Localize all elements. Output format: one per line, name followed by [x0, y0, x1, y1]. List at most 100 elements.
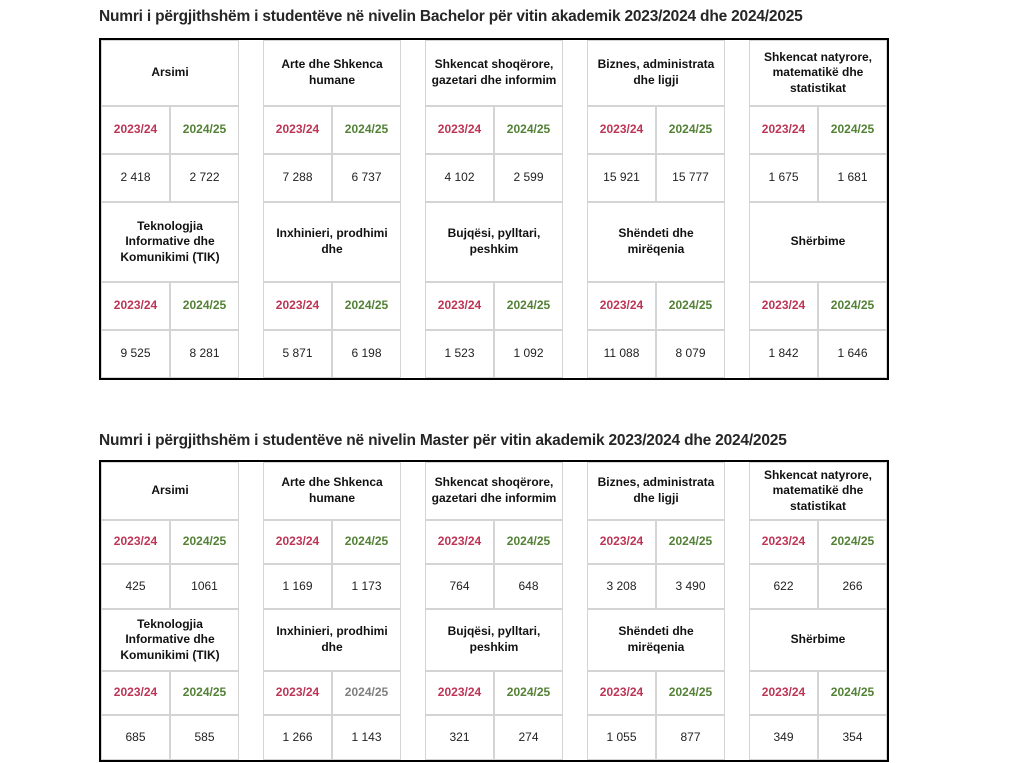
year-cell: 2024/25 [494, 282, 563, 330]
value-cell: 1 092 [494, 330, 563, 378]
category-cell: Arte dhe Shkenca humane [263, 462, 401, 520]
year-cell: 2024/25 [332, 671, 401, 715]
year-cell: 2024/25 [818, 671, 887, 715]
year-cell: 2024/25 [818, 520, 887, 564]
year-cell: 2024/25 [494, 106, 563, 154]
column-gap [563, 671, 587, 715]
year-cell: 2024/25 [656, 106, 725, 154]
column-gap [239, 154, 263, 202]
year-cell: 2023/24 [263, 106, 332, 154]
value-cell: 1 266 [263, 715, 332, 760]
value-cell: 1 055 [587, 715, 656, 760]
value-cell: 321 [425, 715, 494, 760]
year-cell: 2024/25 [332, 106, 401, 154]
year-cell: 2023/24 [587, 520, 656, 564]
column-gap [563, 462, 587, 520]
year-cell: 2023/24 [101, 520, 170, 564]
year-cell: 2024/25 [332, 520, 401, 564]
column-gap [239, 520, 263, 564]
column-gap [563, 330, 587, 378]
value-cell: 3 208 [587, 564, 656, 609]
value-cell: 1 675 [749, 154, 818, 202]
column-gap [401, 330, 425, 378]
year-cell: 2024/25 [818, 106, 887, 154]
year-cell: 2023/24 [749, 671, 818, 715]
master-table-title: Numri i përgjithshëm i studentëve në niv… [99, 432, 787, 449]
year-cell: 2024/25 [656, 520, 725, 564]
column-gap [563, 564, 587, 609]
category-cell: Arsimi [101, 462, 239, 520]
column-gap [725, 671, 749, 715]
value-cell: 354 [818, 715, 887, 760]
column-gap [239, 715, 263, 760]
year-cell: 2024/25 [170, 520, 239, 564]
value-cell: 11 088 [587, 330, 656, 378]
value-cell: 349 [749, 715, 818, 760]
year-cell: 2023/24 [425, 671, 494, 715]
value-cell: 1 681 [818, 154, 887, 202]
year-cell: 2023/24 [425, 282, 494, 330]
category-cell: Shkencat shoqërore, gazetari dhe informi… [425, 462, 563, 520]
column-gap [725, 564, 749, 609]
year-cell: 2024/25 [170, 106, 239, 154]
column-gap [239, 330, 263, 378]
column-gap [725, 202, 749, 282]
column-gap [725, 462, 749, 520]
value-cell: 877 [656, 715, 725, 760]
year-cell: 2023/24 [587, 106, 656, 154]
year-cell: 2023/24 [425, 520, 494, 564]
year-cell: 2024/25 [494, 671, 563, 715]
year-cell: 2023/24 [263, 282, 332, 330]
year-cell: 2024/25 [656, 671, 725, 715]
category-cell: Arte dhe Shkenca humane [263, 40, 401, 106]
year-cell: 2024/25 [494, 520, 563, 564]
category-cell: Biznes, administrata dhe ligji [587, 40, 725, 106]
column-gap [239, 202, 263, 282]
column-gap [563, 40, 587, 106]
column-gap [563, 715, 587, 760]
value-cell: 1 143 [332, 715, 401, 760]
year-cell: 2023/24 [263, 520, 332, 564]
value-cell: 4 102 [425, 154, 494, 202]
value-cell: 266 [818, 564, 887, 609]
column-gap [563, 106, 587, 154]
value-cell: 8 079 [656, 330, 725, 378]
category-cell: Shkencat shoqërore, gazetari dhe informi… [425, 40, 563, 106]
bachelor-table-title: Numri i përgjithshëm i studentëve në niv… [99, 8, 803, 25]
value-cell: 1 842 [749, 330, 818, 378]
value-cell: 685 [101, 715, 170, 760]
category-cell: Shërbime [749, 202, 887, 282]
master-students-table: Arsimi Arte dhe Shkenca humane Shkencat sh… [99, 460, 889, 762]
column-gap [725, 609, 749, 671]
year-cell: 2023/24 [425, 106, 494, 154]
column-gap [725, 330, 749, 378]
category-cell: Inxhinieri, prodhimi dhe [263, 202, 401, 282]
column-gap [563, 282, 587, 330]
column-gap [725, 106, 749, 154]
value-cell: 3 490 [656, 564, 725, 609]
column-gap [401, 202, 425, 282]
value-cell: 2 722 [170, 154, 239, 202]
value-cell: 274 [494, 715, 563, 760]
year-cell: 2023/24 [587, 671, 656, 715]
bachelor-students-table: Arsimi Arte dhe Shkenca humane Shkencat sh… [99, 38, 889, 380]
column-gap [239, 609, 263, 671]
column-gap [401, 520, 425, 564]
column-gap [239, 282, 263, 330]
column-gap [725, 154, 749, 202]
column-gap [725, 40, 749, 106]
column-gap [725, 520, 749, 564]
column-gap [401, 462, 425, 520]
year-cell: 2024/25 [656, 282, 725, 330]
category-cell: Shëndeti dhe mirëqenia [587, 202, 725, 282]
category-cell: Teknologjia Informative dhe Komunikimi (… [101, 202, 239, 282]
value-cell: 8 281 [170, 330, 239, 378]
value-cell: 425 [101, 564, 170, 609]
column-gap [401, 40, 425, 106]
column-gap [401, 564, 425, 609]
value-cell: 1 646 [818, 330, 887, 378]
value-cell: 1 173 [332, 564, 401, 609]
column-gap [401, 671, 425, 715]
value-cell: 2 418 [101, 154, 170, 202]
